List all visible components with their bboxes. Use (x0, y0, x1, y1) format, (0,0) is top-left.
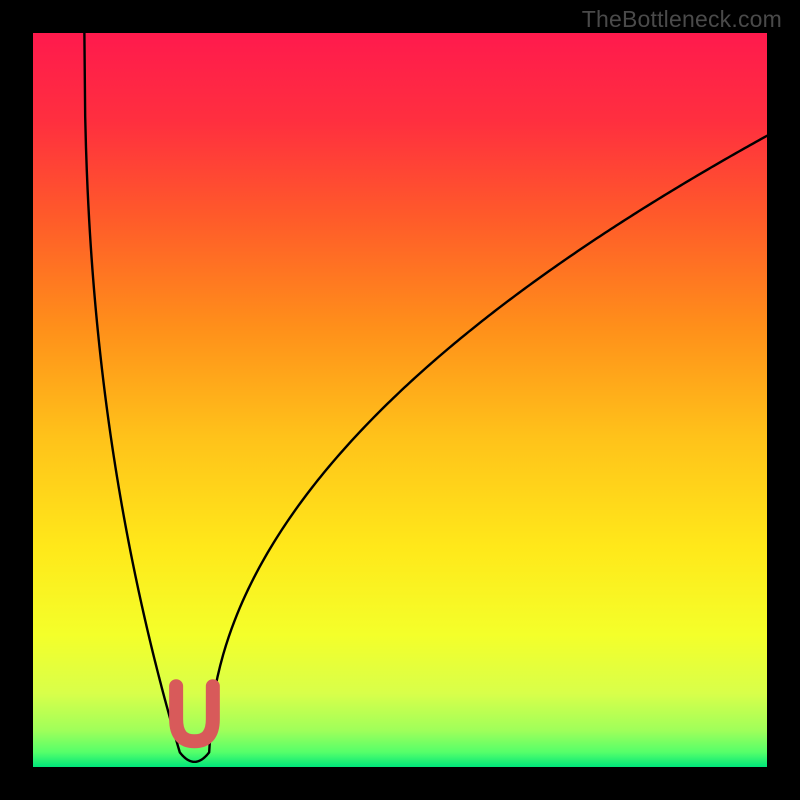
watermark-text: TheBottleneck.com (582, 6, 782, 33)
chart-frame: TheBottleneck.com (0, 0, 800, 800)
gradient-background (33, 33, 767, 767)
plot-area (33, 33, 767, 767)
chart-svg (33, 33, 767, 767)
